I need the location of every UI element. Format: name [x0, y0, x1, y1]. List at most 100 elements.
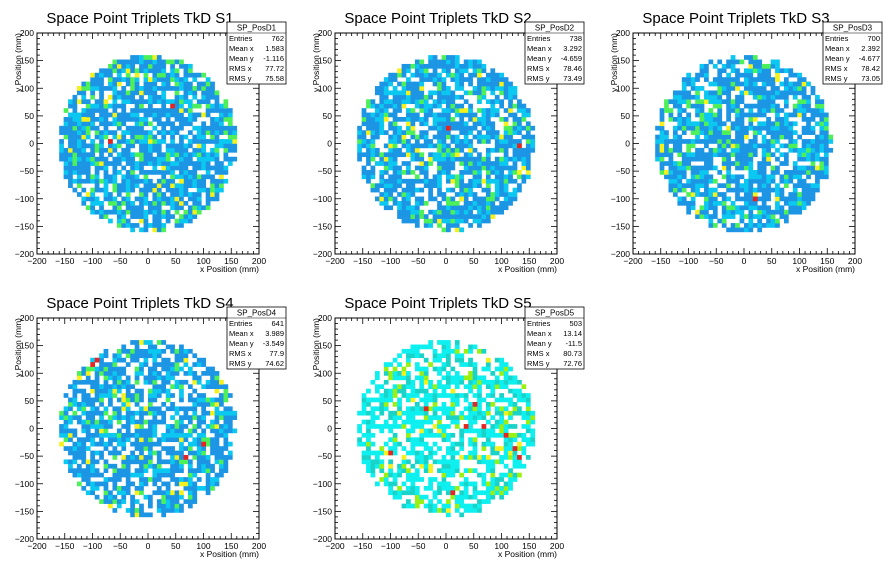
histogram-bin: [512, 94, 518, 100]
histogram-bin: [143, 227, 149, 233]
histogram-bin: [752, 147, 758, 153]
histogram-bin: [770, 99, 776, 105]
histogram-bin: [441, 143, 447, 149]
histogram-bin: [472, 134, 478, 140]
y-tick-label: −150: [15, 506, 34, 516]
histogram-bin: [406, 116, 411, 122]
histogram-bin: [792, 72, 798, 78]
histogram-bin: [775, 200, 780, 206]
histogram-bin: [823, 125, 829, 131]
histogram-bin: [472, 112, 478, 118]
histogram-bin: [401, 424, 407, 429]
histogram-bin: [810, 86, 816, 91]
histogram-bin: [392, 116, 398, 122]
histogram-bin: [125, 147, 131, 153]
histogram-bin: [806, 174, 811, 180]
histogram-bin: [148, 99, 153, 105]
histogram-bin: [179, 450, 184, 456]
histogram-bin: [677, 152, 683, 158]
histogram-bin: [139, 450, 144, 456]
histogram-bin: [214, 192, 220, 197]
histogram-bin: [94, 468, 100, 473]
histogram-bin: [134, 81, 140, 87]
histogram-bin: [726, 196, 731, 202]
histogram-bin: [374, 152, 380, 158]
histogram-bin: [134, 344, 140, 350]
histogram-bin: [432, 72, 438, 78]
histogram-bin: [383, 183, 389, 188]
histogram-bin: [392, 371, 398, 376]
histogram-bin: [450, 59, 456, 65]
histogram-hot-bin: [81, 116, 87, 122]
histogram-bin: [428, 419, 433, 425]
histogram-bin: [485, 165, 491, 171]
histogram-bin: [68, 165, 73, 171]
histogram-bin: [704, 90, 709, 96]
histogram-bin: [170, 415, 175, 420]
histogram-bin: [196, 393, 202, 398]
histogram-bin: [112, 200, 118, 206]
histogram-bin: [130, 139, 135, 144]
histogram-bin: [468, 200, 473, 206]
histogram-bin: [227, 393, 233, 398]
histogram-bin: [81, 441, 87, 447]
histogram-bin: [414, 116, 420, 122]
histogram-bin: [134, 174, 140, 180]
y-tick-label: −100: [313, 194, 332, 204]
histogram-bin: [485, 183, 491, 188]
histogram-bin: [81, 450, 87, 456]
histogram-bin: [143, 130, 149, 135]
y-tick-label: 150: [616, 56, 630, 66]
histogram-bin: [156, 143, 162, 149]
histogram-bin: [810, 165, 816, 171]
stats-label: RMS x: [825, 64, 848, 73]
histogram-bin: [748, 108, 754, 113]
histogram-bin: [125, 196, 131, 202]
histogram-bin: [735, 125, 740, 131]
histogram-bin: [196, 130, 202, 135]
histogram-bin: [361, 108, 367, 113]
histogram-bin: [152, 223, 158, 228]
histogram-bin: [508, 86, 513, 91]
histogram-bin: [503, 81, 509, 87]
histogram-bin: [401, 205, 407, 211]
histogram-bin: [792, 192, 798, 197]
histogram-bin: [432, 134, 438, 140]
histogram-bin: [116, 477, 122, 482]
histogram-bin: [406, 362, 411, 367]
histogram-bin: [161, 125, 167, 131]
histogram-bin: [99, 86, 104, 91]
histogram-bin: [174, 156, 180, 162]
histogram-bin: [779, 90, 785, 96]
histogram-bin: [437, 508, 442, 513]
histogram-bin: [134, 379, 140, 385]
histogram-bin: [152, 94, 158, 100]
histogram-bin: [361, 130, 367, 135]
histogram-bin: [401, 366, 407, 372]
histogram-bin: [423, 94, 429, 100]
histogram-bin: [179, 397, 184, 403]
histogram-bin: [801, 205, 807, 211]
histogram-bin: [428, 139, 433, 144]
histogram-bin: [392, 134, 398, 140]
histogram-bin: [432, 99, 438, 105]
histogram-bin: [152, 472, 158, 478]
histogram-bin: [752, 223, 758, 228]
histogram-bin: [361, 406, 367, 412]
histogram-bin: [148, 209, 153, 215]
histogram-bin: [748, 72, 754, 78]
histogram-bin: [437, 366, 442, 372]
histogram-bin: [121, 485, 127, 491]
histogram-bin: [752, 170, 758, 175]
histogram-bin: [792, 108, 798, 113]
histogram-bin: [481, 125, 487, 131]
histogram-bin: [165, 499, 171, 504]
histogram-bin: [112, 134, 118, 140]
histogram-bin: [468, 77, 473, 82]
histogram-bin: [699, 125, 705, 131]
histogram-bin: [499, 103, 505, 109]
histogram-bin: [161, 503, 167, 509]
histogram-bin: [672, 165, 678, 171]
histogram-bin: [726, 134, 731, 140]
